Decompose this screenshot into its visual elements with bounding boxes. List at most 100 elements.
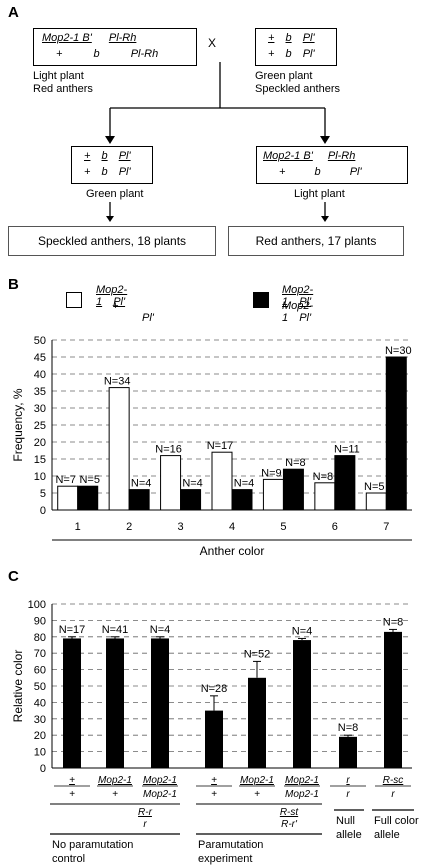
parent1-bottom-2: b — [93, 48, 100, 60]
bar — [180, 489, 202, 511]
y-tick-label: 10 — [34, 471, 46, 483]
group-allele-top: R-st — [280, 807, 300, 818]
group-allele-bottom: r — [143, 819, 147, 830]
child1-top-2: b — [101, 150, 108, 162]
group-allele-top: R-r — [138, 807, 153, 818]
parent2-caption-1: Green plant — [255, 70, 313, 82]
group-label-1: No paramutation — [52, 839, 133, 851]
child2-top-2: Pl-Rh — [327, 150, 356, 162]
genotype-top: r — [346, 775, 350, 786]
bar — [211, 451, 233, 511]
genotype-bottom: r — [391, 789, 395, 800]
y-tick-label: 10 — [34, 747, 46, 759]
genotype-bottom: + — [69, 789, 75, 800]
data-label: N=8 — [285, 457, 306, 469]
parent2-caption: Green plant Speckled anthers — [255, 70, 340, 96]
cross-symbol: X — [208, 36, 217, 50]
data-label: N=30 — [385, 345, 412, 357]
parent1-caption-1: Light plant — [33, 70, 84, 82]
child2-top-1: Mop2-1 B' — [263, 150, 313, 162]
y-tick-label: 50 — [34, 335, 46, 347]
parent1-top-2: Pl-Rh — [108, 32, 137, 44]
y-tick-label: 80 — [34, 632, 46, 644]
parent1-top-1: Mop2-1 B' — [42, 32, 92, 44]
data-label: N=4 — [292, 625, 313, 637]
legend-1-top-1: Mop2-1 — [96, 284, 128, 308]
y-tick-label: 20 — [34, 437, 46, 449]
bar — [77, 485, 99, 511]
arrow-down-icon — [321, 216, 329, 222]
parent1-bottom-1: + — [56, 48, 63, 60]
parent2-top-1: + — [268, 32, 275, 44]
y-tick-label: 45 — [34, 352, 46, 364]
data-label: N=4 — [150, 624, 171, 636]
data-label: N=7 — [55, 474, 76, 486]
parent2-top-2: b — [285, 32, 292, 44]
child1-top-1: + — [84, 150, 91, 162]
y-tick-label: 25 — [34, 420, 46, 432]
genotype-bottom: + — [112, 789, 118, 800]
legend-2-bottom-2: Pl' — [299, 312, 312, 324]
child1-caption: Green plant — [86, 188, 144, 200]
child2-genotype-box: Mop2-1 B' Pl-Rh + b Pl' — [256, 146, 408, 184]
bar — [262, 478, 284, 511]
child2-caption: Light plant — [294, 188, 345, 200]
bar — [160, 455, 182, 511]
bar — [57, 485, 79, 511]
arrow-down-icon — [320, 136, 330, 144]
bar — [231, 489, 253, 511]
parent2-top-3: Pl' — [302, 32, 315, 44]
bar — [108, 387, 130, 511]
legend-2-top-2: Pl' — [299, 296, 312, 308]
data-label: N=8 — [313, 471, 334, 483]
bar — [151, 638, 169, 768]
y-tick-label: 40 — [34, 697, 46, 709]
legend-1-top-2: Pl' — [113, 296, 126, 308]
y-tick-label: 15 — [34, 454, 46, 466]
y-tick-label: 0 — [40, 763, 46, 775]
x-tick-label: 4 — [229, 521, 235, 533]
y-tick-label: 30 — [34, 714, 46, 726]
bar — [314, 482, 336, 511]
parent2-caption-2: Speckled anthers — [255, 83, 340, 95]
bar — [205, 710, 223, 768]
data-label: N=16 — [155, 444, 182, 456]
x-tick-label: 2 — [126, 521, 132, 533]
genotype-top: Mop2-1 — [240, 775, 274, 786]
y-tick-label: 0 — [40, 505, 46, 517]
group-label-2: control — [52, 853, 85, 865]
y-tick-label: 40 — [34, 369, 46, 381]
data-label: N=4 — [182, 478, 203, 490]
y-tick-label: 60 — [34, 665, 46, 677]
x-tick-label: 6 — [332, 521, 338, 533]
group-label-2: allele — [374, 829, 400, 841]
y-tick-label: 100 — [28, 599, 46, 611]
legend-swatch-open — [66, 292, 82, 308]
child2-bottom-2: b — [314, 166, 321, 178]
y-axis-label: Frequency, % — [11, 388, 25, 461]
group-label-1: Paramutation — [198, 839, 263, 851]
parent2-bottom-1: + — [268, 48, 275, 60]
bar — [385, 356, 407, 511]
child2-bottom-1: + — [279, 166, 286, 178]
data-label: N=28 — [201, 683, 228, 695]
data-label: N=41 — [102, 624, 129, 636]
bar — [334, 455, 356, 511]
data-label: N=8 — [383, 616, 404, 628]
child1-genotype-box: + b Pl' + b Pl' — [71, 146, 153, 184]
parent1-caption-2: Red anthers — [33, 83, 93, 95]
y-tick-label: 50 — [34, 681, 46, 693]
data-label: N=34 — [104, 376, 131, 388]
bar — [106, 638, 124, 768]
parent2-genotype-box: + b Pl' + b Pl' — [255, 28, 337, 66]
child2-bottom-3: Pl' — [349, 166, 362, 178]
parent1-bottom-3: Pl-Rh — [130, 48, 159, 60]
panel-label-a: A — [8, 4, 19, 21]
bar — [293, 640, 311, 768]
data-label: N=5 — [364, 481, 385, 493]
genotype-top: Mop2-1 — [143, 775, 177, 786]
arrow-down-icon — [105, 136, 115, 144]
x-axis-label: Anther color — [200, 544, 265, 558]
cross-arrows — [105, 62, 330, 222]
y-tick-label: 20 — [34, 730, 46, 742]
